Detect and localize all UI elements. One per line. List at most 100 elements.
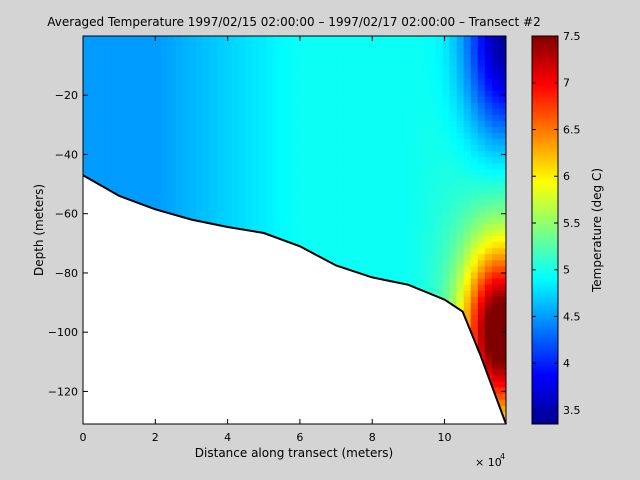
- heat-cell: [329, 66, 338, 73]
- heat-cell: [174, 42, 183, 49]
- heat-cell: [329, 169, 338, 177]
- heat-cell: [393, 126, 401, 134]
- heat-cell: [181, 66, 190, 73]
- heat-cell: [188, 139, 197, 146]
- heat-cell: [153, 175, 162, 183]
- heat-cell: [435, 96, 444, 104]
- heat-cell: [195, 211, 204, 219]
- heat-cell: [357, 199, 366, 207]
- heat-cell: [90, 90, 98, 98]
- heat-cell: [449, 199, 458, 207]
- heat-cell: [400, 236, 408, 243]
- heat-cell: [491, 357, 500, 364]
- heat-cell: [407, 84, 415, 92]
- heat-cell: [393, 96, 401, 104]
- heat-cell: [470, 36, 479, 43]
- heat-cell: [435, 260, 444, 267]
- heat-cell: [83, 54, 91, 61]
- heat-cell: [90, 54, 98, 61]
- heat-cell: [216, 126, 225, 134]
- heat-cell: [477, 133, 486, 140]
- heat-cell: [231, 90, 239, 98]
- heat-cell: [393, 133, 401, 140]
- heat-cell: [421, 126, 430, 134]
- heat-cell: [498, 314, 506, 322]
- heat-cell: [266, 169, 274, 177]
- heat-cell: [216, 205, 225, 213]
- heat-cell: [393, 223, 401, 231]
- heat-cell: [132, 48, 140, 55]
- heat-cell: [231, 36, 239, 43]
- heat-cell: [407, 181, 415, 189]
- heat-cell: [407, 230, 415, 237]
- heat-cell: [90, 120, 98, 128]
- heat-cell: [470, 78, 479, 86]
- heat-cell: [428, 42, 437, 49]
- heat-cell: [350, 223, 359, 231]
- heat-cell: [393, 242, 401, 249]
- heat-cell: [167, 42, 176, 49]
- heat-cell: [111, 60, 119, 67]
- heat-cell: [238, 102, 246, 110]
- heat-cell: [202, 36, 211, 43]
- heat-cell: [435, 66, 444, 73]
- heat-cell: [407, 42, 415, 49]
- heat-cell: [477, 181, 486, 189]
- heat-cell: [308, 48, 317, 55]
- heat-cell: [139, 163, 148, 170]
- heat-cell: [238, 211, 246, 219]
- heat-cell: [259, 133, 267, 140]
- heat-cell: [343, 181, 352, 189]
- heat-cell: [224, 175, 232, 183]
- heat-cell: [372, 139, 380, 146]
- heat-cell: [174, 175, 183, 183]
- heat-cell: [463, 284, 472, 292]
- heat-cell: [484, 236, 493, 243]
- heat-cell: [386, 169, 394, 177]
- heat-cell: [414, 254, 422, 261]
- heat-cell: [118, 169, 126, 177]
- heat-cell: [188, 36, 197, 43]
- heat-cell: [259, 139, 267, 146]
- heat-cell: [224, 84, 232, 92]
- heat-cell: [470, 96, 479, 104]
- heat-cell: [294, 108, 303, 116]
- heat-cell: [238, 187, 246, 195]
- heat-cell: [491, 139, 500, 146]
- heat-cell: [379, 78, 387, 86]
- heat-cell: [428, 78, 437, 86]
- heat-cell: [386, 181, 394, 189]
- heat-cell: [350, 133, 359, 140]
- heat-cell: [477, 139, 486, 146]
- heat-cell: [245, 54, 253, 61]
- heat-cell: [400, 114, 408, 122]
- heat-cell: [379, 157, 387, 164]
- heat-cell: [414, 230, 422, 237]
- heat-cell: [231, 114, 239, 122]
- heat-cell: [90, 163, 98, 170]
- heat-cell: [174, 163, 183, 170]
- heat-cell: [491, 108, 500, 116]
- heat-cell: [421, 90, 430, 98]
- heat-cell: [386, 193, 394, 201]
- heat-cell: [301, 193, 310, 201]
- heat-cell: [350, 48, 359, 55]
- heat-cell: [393, 60, 401, 67]
- heat-cell: [238, 139, 246, 146]
- heat-cell: [449, 187, 458, 195]
- heat-cell: [160, 54, 169, 61]
- heat-cell: [224, 205, 232, 213]
- heat-cell: [491, 114, 500, 122]
- heat-cell: [181, 181, 190, 189]
- heat-cell: [287, 169, 296, 177]
- heat-cell: [308, 102, 317, 110]
- heat-cell: [498, 236, 506, 243]
- heat-cell: [491, 193, 500, 201]
- heat-cell: [484, 266, 493, 274]
- x-tick-label: 0: [80, 431, 87, 444]
- heat-cell: [167, 169, 176, 177]
- heat-cell: [491, 266, 500, 274]
- heat-cell: [181, 175, 190, 183]
- heat-cell: [372, 48, 380, 55]
- heat-cell: [350, 205, 359, 213]
